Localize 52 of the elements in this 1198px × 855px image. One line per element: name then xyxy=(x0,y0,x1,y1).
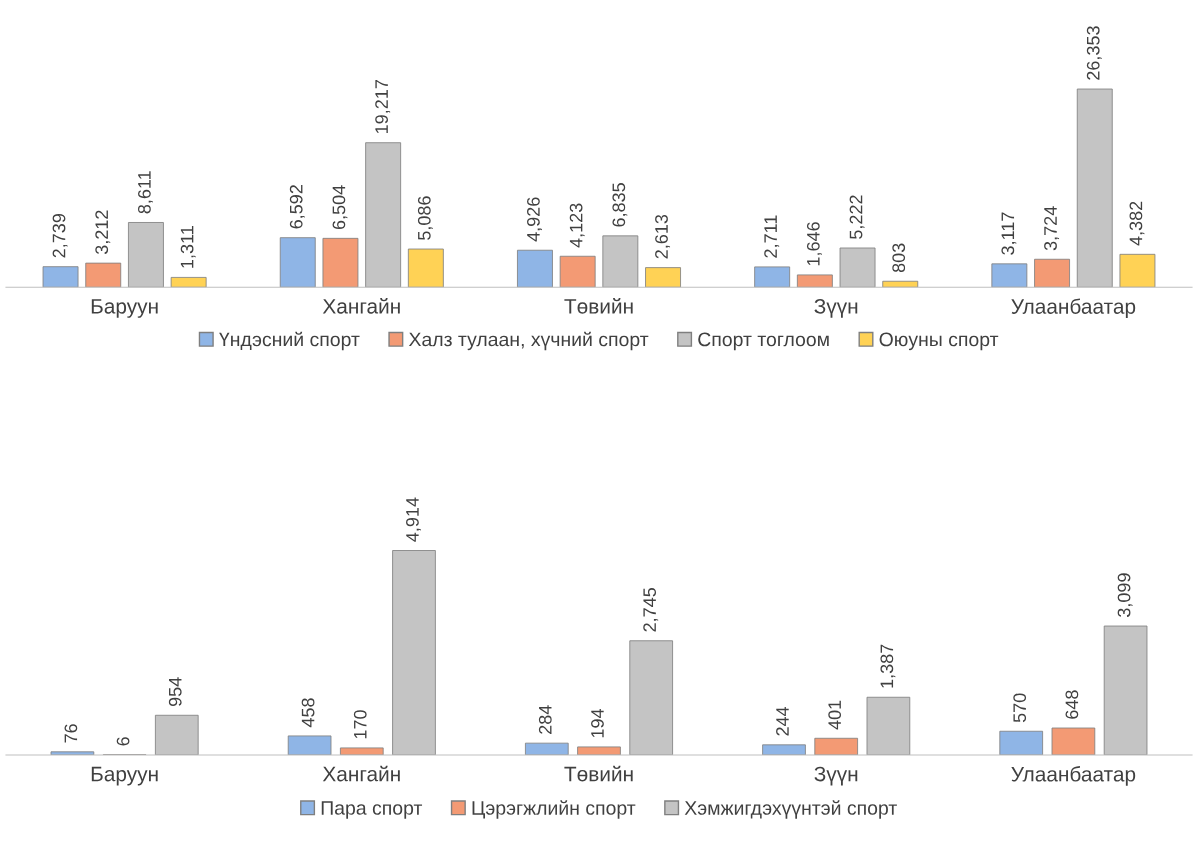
legend-label: Халз тулаан, хүчний спорт xyxy=(408,331,649,351)
x-tick-label: Хангайн xyxy=(322,298,400,314)
data-label: 1,646 xyxy=(806,222,822,266)
legend-label: Хэмжигдэхүүнтэй спорт xyxy=(684,800,897,819)
data-label: 284 xyxy=(538,705,552,734)
x-tick-label: Баруун xyxy=(91,299,158,318)
x-tick-label: Баруун xyxy=(91,766,158,786)
data-label: 570 xyxy=(1013,693,1027,723)
data-label: 4,914 xyxy=(406,497,421,542)
data-label: 2,739 xyxy=(52,214,68,258)
legend-label: Спорт тоглоом xyxy=(698,332,829,351)
data-label: 954 xyxy=(168,677,182,707)
data-label: 3,212 xyxy=(95,210,111,255)
data-label: 3,724 xyxy=(1044,206,1060,251)
legend-label: Цэрэгжлийн спорт xyxy=(472,800,636,819)
legend-label: Пара спорт xyxy=(321,801,423,819)
data-label: 2,745 xyxy=(643,587,659,632)
data-label: 4,382 xyxy=(1129,201,1145,246)
data-label: 6 xyxy=(116,737,130,746)
data-label: 194 xyxy=(591,708,604,738)
data-label: 26,353 xyxy=(1086,26,1102,80)
data-label: 803 xyxy=(892,243,906,273)
data-label: 648 xyxy=(1065,690,1079,719)
data-label: 4,926 xyxy=(527,197,542,242)
x-tick-label: Хангайн xyxy=(322,765,400,782)
data-label: 3,099 xyxy=(1117,573,1133,617)
data-label: 4,123 xyxy=(569,203,585,248)
data-label: 1,311 xyxy=(180,226,196,268)
data-label: 5,086 xyxy=(417,196,433,240)
x-tick-label: Улаанбаатар xyxy=(1011,766,1136,786)
data-label: 6,504 xyxy=(332,185,348,230)
x-tick-label: Төвийн xyxy=(564,298,633,314)
data-label: 458 xyxy=(301,698,315,728)
data-label: 170 xyxy=(353,710,367,739)
x-tick-label: Зүүн xyxy=(814,298,858,318)
x-tick-label: Улаанбаатар xyxy=(1011,298,1136,318)
x-tick-label: Зүүн xyxy=(814,766,858,786)
data-label: 2,613 xyxy=(655,214,671,259)
data-label: 6,835 xyxy=(612,183,628,227)
x-tick-label: Төвийн xyxy=(564,765,633,782)
legend-label: Оюуны спорт xyxy=(879,332,999,351)
data-label: 2,711 xyxy=(764,215,780,258)
data-label: 76 xyxy=(64,724,78,743)
data-label: 401 xyxy=(828,700,842,730)
data-label: 5,222 xyxy=(849,195,865,239)
data-label: 1,387 xyxy=(880,644,896,688)
data-label: 8,611 xyxy=(138,171,153,214)
data-label: 19,217 xyxy=(375,80,391,133)
data-label: 244 xyxy=(776,706,789,736)
data-label: 6,592 xyxy=(289,185,305,229)
legend-label: Үндэсний спорт xyxy=(219,331,360,351)
data-label: 3,117 xyxy=(1001,212,1017,255)
